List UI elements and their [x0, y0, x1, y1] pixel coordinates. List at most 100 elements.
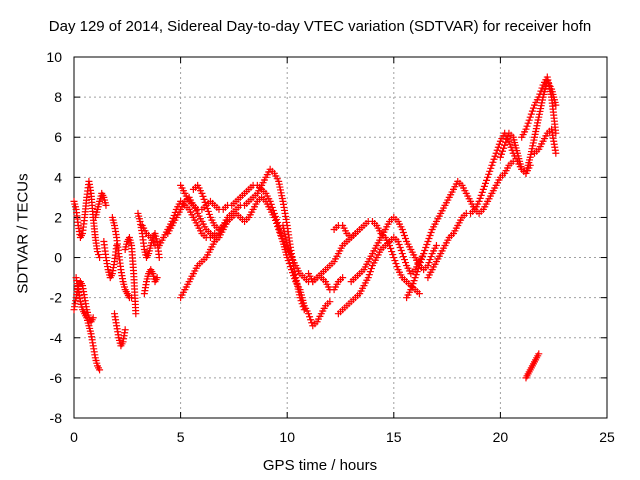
data-point — [525, 116, 533, 124]
data-point — [93, 248, 101, 256]
data-point — [420, 250, 428, 258]
data-point — [286, 263, 294, 271]
data-point — [367, 265, 375, 273]
series-arc-early-1 — [70, 177, 104, 262]
data-point — [414, 265, 422, 273]
series-arc-early-4 — [91, 189, 110, 221]
data-point — [170, 211, 178, 219]
series-arc-early-10 — [140, 266, 161, 298]
x-tick-label: 0 — [70, 429, 78, 445]
data-point — [427, 253, 435, 261]
series-arc-early-5 — [100, 238, 121, 282]
data-point — [397, 247, 405, 255]
data-point — [486, 167, 494, 175]
data-point — [523, 122, 531, 130]
series-arc-10 — [347, 213, 440, 286]
data-point — [495, 140, 503, 148]
y-tick-label: 10 — [46, 49, 62, 65]
data-point — [426, 256, 434, 264]
data-point — [274, 222, 282, 230]
data-point — [418, 256, 426, 264]
data-point — [422, 244, 430, 252]
data-point — [275, 225, 283, 233]
data-point — [400, 231, 408, 239]
data-point — [285, 248, 293, 256]
data-point — [479, 185, 487, 193]
data-point — [132, 310, 140, 318]
data-point — [365, 271, 373, 279]
data-point — [499, 147, 507, 155]
data-point — [277, 231, 285, 239]
data-point — [326, 298, 334, 306]
y-tick-label: -4 — [50, 330, 63, 346]
data-point — [416, 259, 424, 267]
data-point — [396, 244, 404, 252]
series-arc-5 — [177, 217, 232, 302]
data-point — [529, 104, 537, 112]
data-point — [395, 241, 403, 249]
data-point — [488, 161, 496, 169]
data-point — [96, 366, 104, 374]
series-arc-15 — [531, 125, 560, 157]
y-tick-label: 6 — [54, 129, 62, 145]
data-point — [203, 204, 211, 212]
x-tick-label: 10 — [279, 429, 295, 445]
data-point — [168, 217, 176, 225]
data-point — [506, 140, 514, 148]
data-point — [291, 275, 299, 283]
chart-title: Day 129 of 2014, Sidereal Day-to-day VTE… — [48, 18, 592, 35]
plot-frame — [73, 56, 608, 419]
data-point — [200, 195, 208, 203]
data-point — [96, 254, 104, 262]
data-point — [522, 125, 530, 133]
data-point — [490, 155, 498, 163]
data-point — [201, 198, 209, 206]
data-point — [388, 248, 396, 256]
data-point — [211, 229, 219, 237]
data-point — [270, 213, 278, 221]
data-point — [390, 254, 398, 262]
data-point — [364, 274, 372, 282]
data-point — [204, 207, 212, 215]
data-point — [286, 251, 294, 259]
data-point — [538, 84, 546, 92]
data-point — [480, 182, 488, 190]
y-tick-label: -8 — [50, 410, 63, 426]
data-point — [153, 274, 161, 282]
series-arc-16 — [522, 350, 543, 382]
data-point — [95, 251, 103, 259]
data-point — [339, 274, 347, 282]
data-point — [500, 144, 508, 152]
data-point — [402, 259, 410, 267]
y-tick-label: 2 — [54, 209, 62, 225]
data-point — [273, 219, 281, 227]
data-point — [387, 245, 395, 253]
data-point — [287, 266, 295, 274]
data-point — [494, 143, 502, 151]
data-point — [426, 231, 434, 239]
data-point — [410, 277, 418, 285]
data-point — [393, 263, 401, 271]
data-point — [419, 253, 427, 261]
series-arc-4 — [138, 197, 219, 250]
data-point — [398, 225, 406, 233]
data-point — [432, 242, 440, 250]
data-point — [399, 228, 407, 236]
data-point — [528, 107, 536, 115]
data-point — [535, 350, 543, 358]
data-point — [412, 271, 420, 279]
data-point — [399, 253, 407, 261]
data-point — [492, 149, 500, 157]
data-point — [552, 149, 560, 157]
series-arc-11 — [403, 157, 517, 302]
data-point — [415, 262, 423, 270]
series-arc-8 — [334, 234, 428, 318]
data-point — [493, 146, 501, 154]
data-point — [283, 242, 291, 250]
data-point — [271, 216, 279, 224]
data-point — [504, 132, 512, 140]
data-point — [425, 259, 433, 267]
y-tick-label: -6 — [50, 370, 63, 386]
data-point — [497, 150, 505, 158]
data-point — [424, 238, 432, 246]
